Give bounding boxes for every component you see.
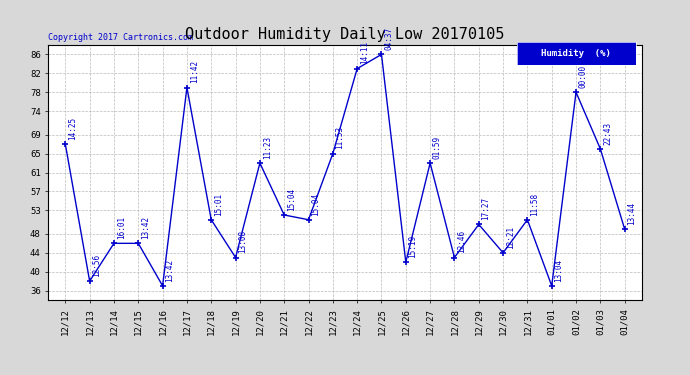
Text: 01:59: 01:59 [433, 136, 442, 159]
Text: 00:00: 00:00 [579, 65, 588, 88]
Text: 12:56: 12:56 [92, 254, 101, 277]
Text: 15:19: 15:19 [408, 235, 417, 258]
Text: 11:58: 11:58 [530, 192, 539, 216]
Text: 17:27: 17:27 [482, 197, 491, 220]
Text: 14:25: 14:25 [68, 117, 77, 140]
Text: 11:23: 11:23 [263, 136, 272, 159]
Title: Outdoor Humidity Daily Low 20170105: Outdoor Humidity Daily Low 20170105 [186, 27, 504, 42]
Text: 12:21: 12:21 [506, 225, 515, 249]
Text: 15:01: 15:01 [214, 192, 223, 216]
Text: 14:11: 14:11 [360, 41, 369, 64]
Text: 13:04: 13:04 [555, 258, 564, 282]
Text: 12:46: 12:46 [457, 230, 466, 254]
Text: 04:37: 04:37 [384, 27, 393, 50]
Text: 13:42: 13:42 [141, 216, 150, 239]
Text: 11:42: 11:42 [190, 60, 199, 83]
Text: 11:53: 11:53 [335, 126, 344, 150]
Text: 16:01: 16:01 [117, 216, 126, 239]
Text: Copyright 2017 Cartronics.com: Copyright 2017 Cartronics.com [48, 33, 193, 42]
Text: 22:43: 22:43 [603, 122, 612, 145]
Text: 13:44: 13:44 [627, 202, 636, 225]
Text: 15:04: 15:04 [311, 192, 320, 216]
Text: 15:04: 15:04 [287, 188, 296, 211]
Text: 13:42: 13:42 [166, 258, 175, 282]
Text: 13:08: 13:08 [238, 230, 247, 254]
